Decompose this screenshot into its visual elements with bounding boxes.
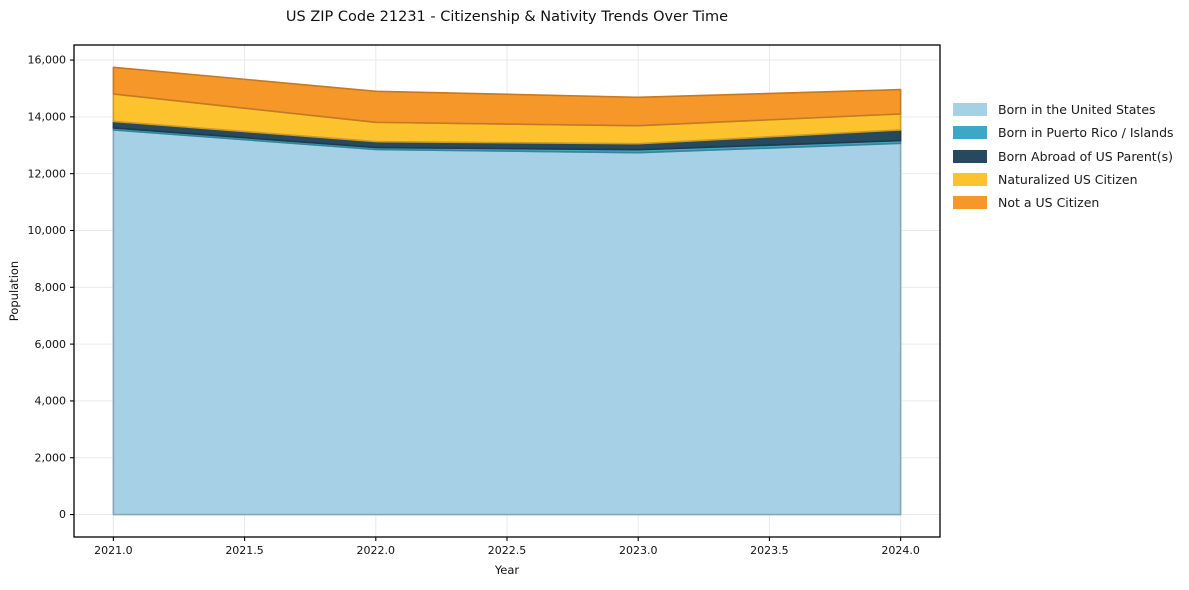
y-axis-label: Population <box>7 260 21 322</box>
y-tick-label: 16,000 <box>28 54 67 67</box>
legend-item: Not a US Citizen <box>953 195 1174 211</box>
y-tick-label: 6,000 <box>35 338 67 351</box>
chart-title: US ZIP Code 21231 - Citizenship & Nativi… <box>285 9 729 25</box>
y-tick-label: 2,000 <box>35 451 67 464</box>
y-tick-label: 12,000 <box>28 167 67 180</box>
x-tick-label: 2021.0 <box>94 544 133 557</box>
y-tick-label: 14,000 <box>28 110 67 123</box>
legend: Born in the United States Born in Puerto … <box>953 102 1174 219</box>
legend-item: Born Abroad of US Parent(s) <box>953 148 1174 164</box>
legend-swatch <box>953 172 987 186</box>
legend-swatch <box>953 149 987 163</box>
y-tick-label: 4,000 <box>35 395 67 408</box>
legend-label: Born in the United States <box>998 102 1156 117</box>
legend-item: Born in Puerto Rico / Islands <box>953 125 1174 141</box>
legend-swatch <box>953 126 987 140</box>
legend-item: Naturalized US Citizen <box>953 171 1174 187</box>
legend-swatch <box>953 103 987 116</box>
x-tick-label: 2022.0 <box>357 544 396 557</box>
legend-item: Born in the United States <box>953 102 1174 117</box>
x-tick-label: 2023.0 <box>619 544 658 557</box>
legend-swatch <box>953 196 987 210</box>
axes: 0 2,000 4,000 6,000 8,000 10,000 12,000 14,000 1… <box>28 54 920 557</box>
y-tick-label: 0 <box>59 508 66 521</box>
x-tick-label: 2024.0 <box>881 544 920 557</box>
legend-label: Naturalized US Citizen <box>998 171 1138 187</box>
x-tick-label: 2021.5 <box>225 544 264 557</box>
legend-label: Born Abroad of US Parent(s) <box>998 148 1173 164</box>
area-stack <box>112 66 902 516</box>
x-axis-label: Year <box>494 563 520 577</box>
x-tick-label: 2023.5 <box>750 544 789 557</box>
y-tick-label: 8,000 <box>35 281 67 294</box>
y-tick-label: 10,000 <box>28 224 67 237</box>
area-series <box>112 66 902 127</box>
legend-label: Born in Puerto Rico / Islands <box>998 125 1174 141</box>
legend-label: Not a US Citizen <box>998 195 1100 211</box>
area-series <box>112 129 902 516</box>
x-tick-label: 2022.5 <box>488 544 527 557</box>
